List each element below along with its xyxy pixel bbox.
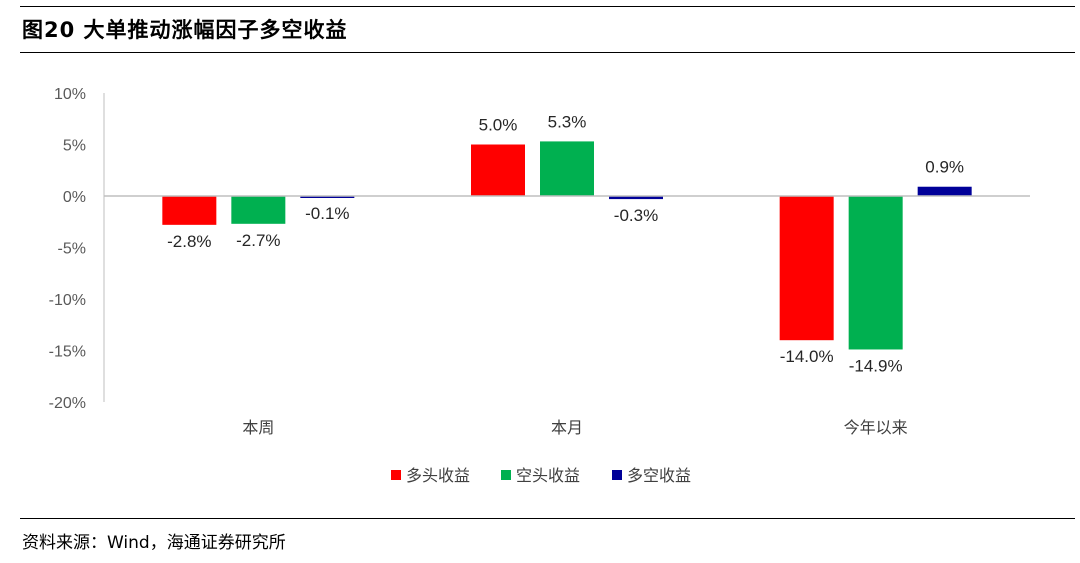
- x-tick-label: 本周: [242, 419, 274, 437]
- bar: [917, 186, 972, 196]
- data-label: 5.3%: [548, 112, 587, 131]
- data-label: 0.9%: [925, 158, 964, 177]
- data-label: -14.0%: [780, 347, 834, 366]
- source-note: 资料来源：Wind，海通证券研究所: [22, 533, 286, 553]
- bar: [848, 196, 903, 350]
- y-tick-label: 5%: [63, 138, 86, 155]
- bar-chart: 10% 5% 0% -5% -10% -15% -20% -2.8% -2.7% -0.1% 本周 5…: [49, 86, 1030, 485]
- legend-label: 多空收益: [627, 467, 691, 485]
- y-tick-label: -15%: [49, 344, 86, 361]
- bar: [300, 196, 355, 198]
- data-label: -0.3%: [614, 206, 658, 225]
- source-rule: [20, 518, 1075, 519]
- legend-swatch: [391, 470, 401, 480]
- bar: [162, 196, 217, 225]
- bar: [609, 196, 663, 200]
- bar: [231, 196, 286, 224]
- legend-swatch: [612, 470, 622, 480]
- data-label: -14.9%: [849, 356, 903, 375]
- bar: [779, 196, 834, 341]
- y-tick-label: -5%: [58, 241, 86, 258]
- bar: [540, 141, 594, 196]
- top-rule: [20, 6, 1075, 7]
- title-rule: [20, 52, 1075, 53]
- y-tick-label: -10%: [49, 292, 86, 309]
- y-tick-label: -20%: [49, 395, 86, 412]
- legend-swatch: [501, 470, 511, 480]
- y-tick-label: 10%: [54, 86, 86, 103]
- data-label: -2.7%: [236, 231, 280, 250]
- legend-label: 多头收益: [406, 467, 470, 485]
- legend-label: 空头收益: [516, 467, 580, 485]
- data-label: 5.0%: [479, 116, 518, 135]
- x-tick-label: 今年以来: [844, 419, 908, 437]
- x-tick-label: 本月: [551, 419, 583, 437]
- bar: [471, 144, 525, 196]
- y-tick-label: 0%: [63, 189, 86, 206]
- data-label: -0.1%: [305, 204, 349, 223]
- data-label: -2.8%: [167, 232, 211, 251]
- chart-title: 图20 大单推动涨幅因子多空收益: [22, 18, 348, 42]
